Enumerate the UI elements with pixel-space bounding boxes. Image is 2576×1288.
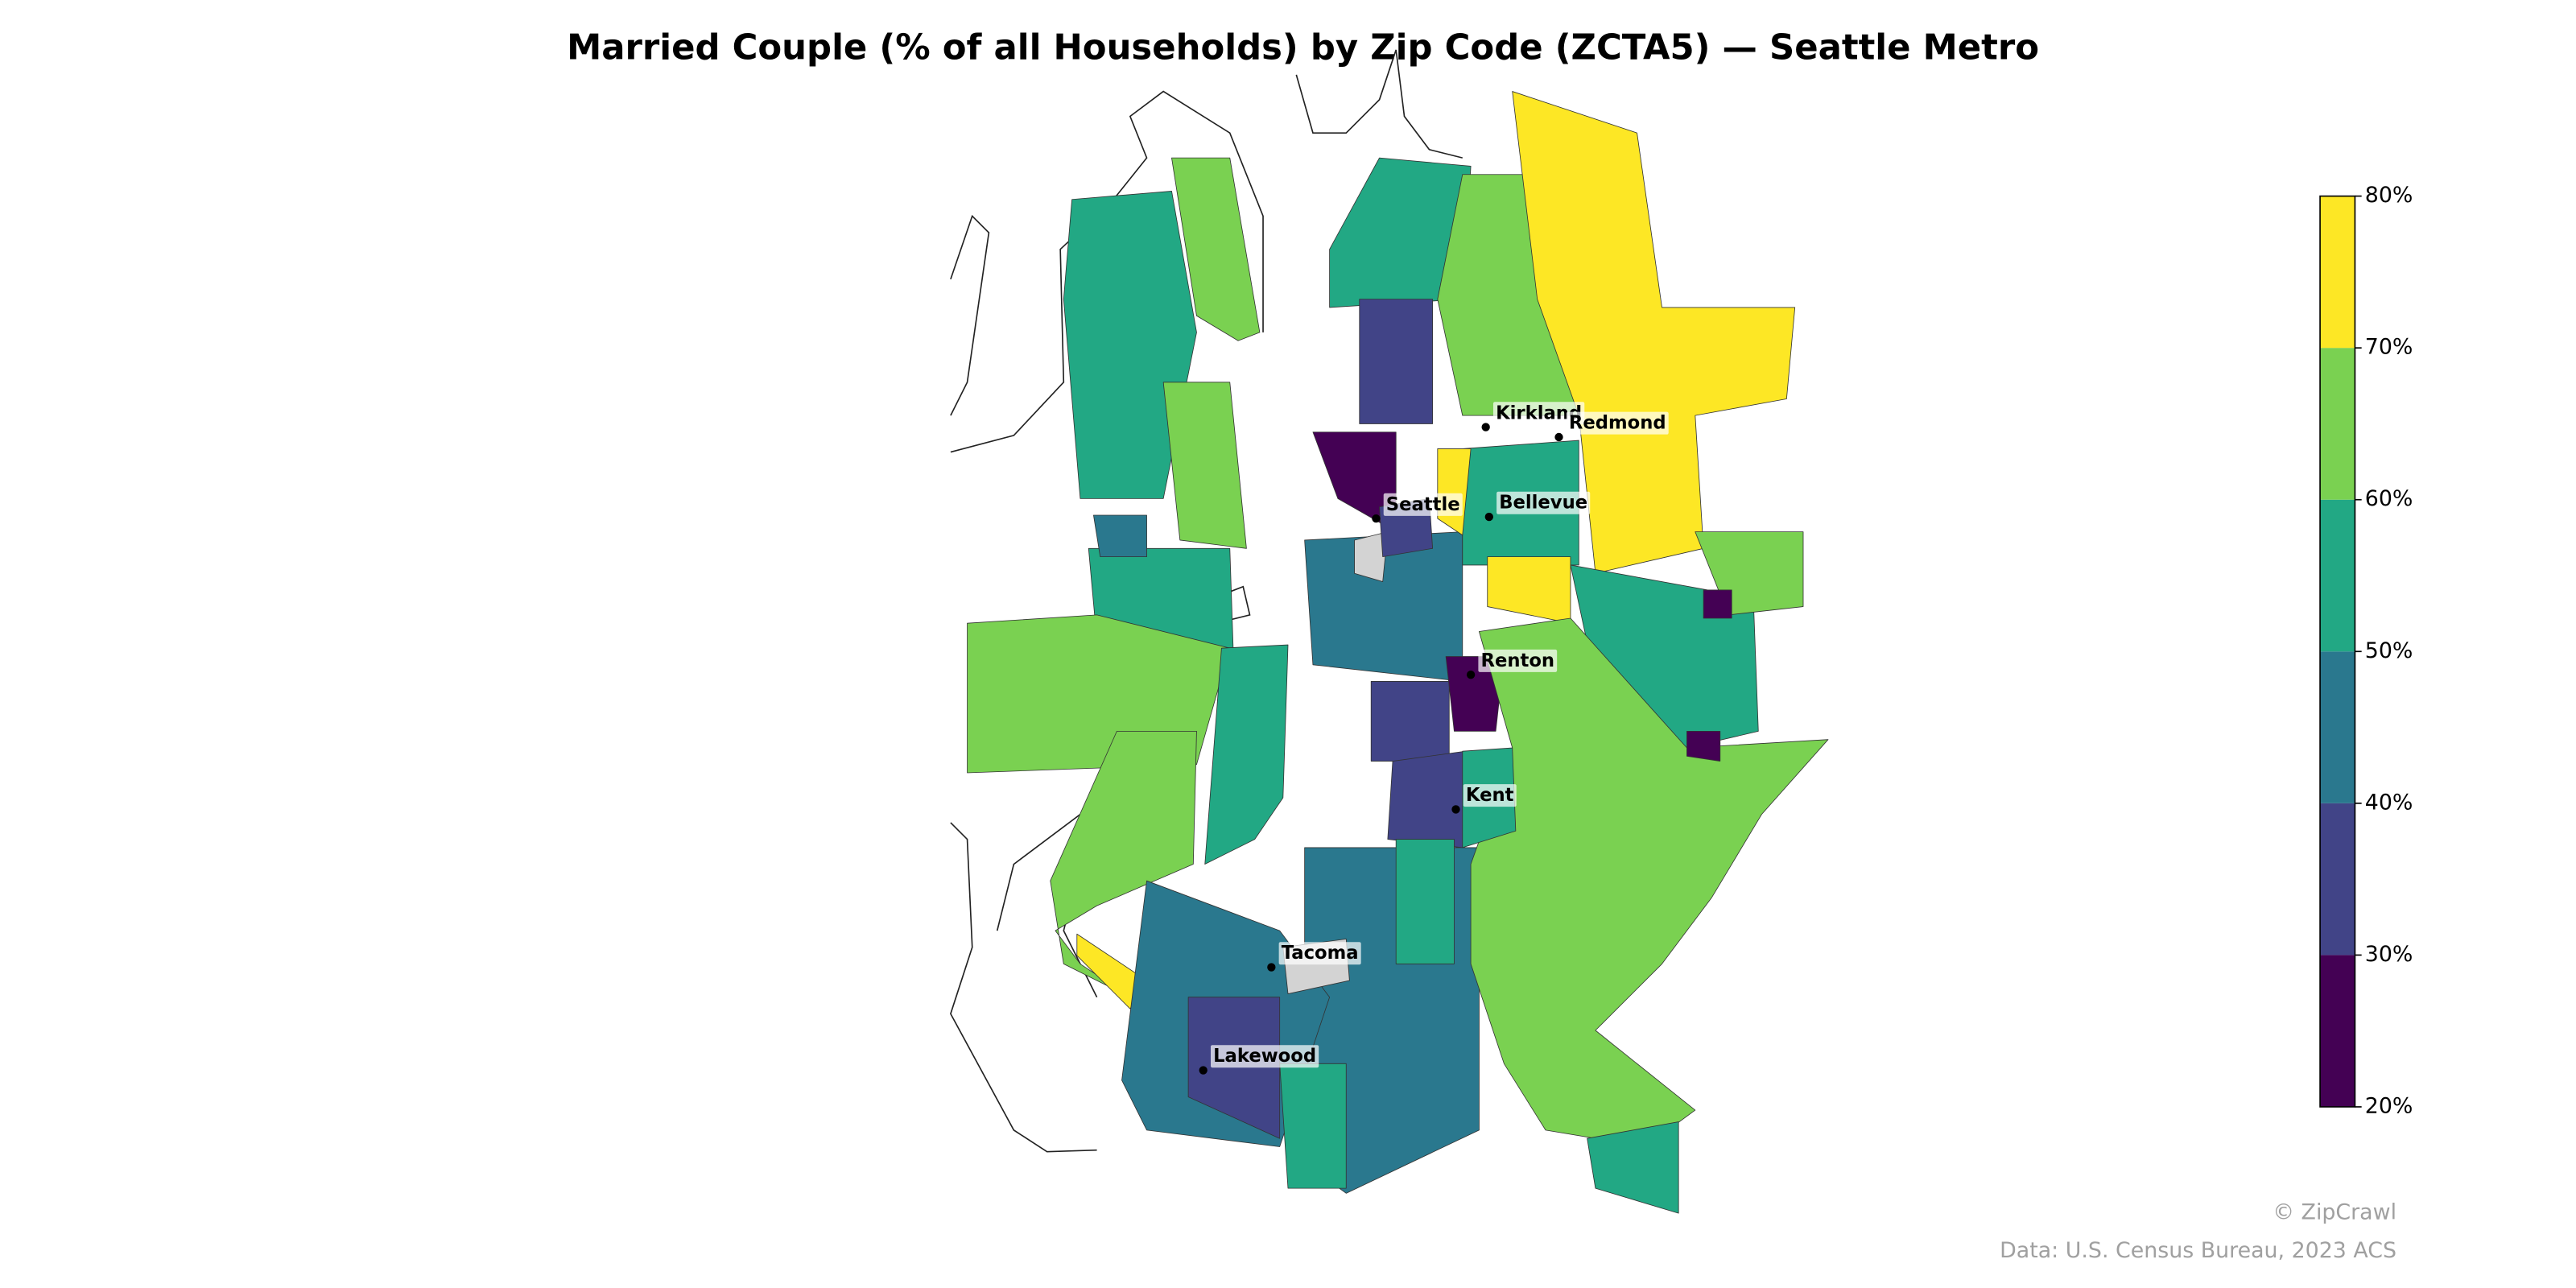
coastline [950,90,1264,453]
city-label: Kent [1466,785,1514,806]
city-label-bg [1492,402,1585,425]
city-label: Tacoma [1282,943,1359,964]
zip-region [1354,531,1389,582]
city-label-bg [1278,942,1361,965]
zip-region [1204,644,1289,865]
colorbar-segment [2320,955,2355,1107]
city-label-bg [1566,411,1669,435]
city-dot [1554,432,1563,442]
city-dot [1199,1066,1208,1075]
zip-region [1063,191,1197,499]
colorbar-tick-label: 80% [2365,183,2413,208]
colorbar-tick-label: 30% [2365,942,2413,967]
city-label: Lakewood [1213,1046,1316,1067]
coastline [950,214,990,416]
city-label-bg [1210,1045,1319,1068]
zip-region [1703,589,1732,619]
zip-region [1470,617,1829,1147]
colorbar: 20% 30% 40% 50% 60% 70% 80% [2319,183,2413,1118]
city-label-bg [1383,493,1463,516]
regions [967,91,1829,1214]
credit: © ZipCrawl [2273,1200,2396,1225]
credit: Data: U.S. Census Bureau, 2023 ACS [2000,1238,2396,1263]
city-label: Seattle [1386,494,1460,515]
city-label-bg [1496,491,1591,514]
zip-region [1487,556,1571,624]
city-dot [1484,512,1493,522]
city-dot [1372,514,1381,523]
city-dot [1481,423,1490,431]
zip-region [1359,299,1434,424]
colorbar-segment [2320,803,2355,956]
city-dot [1451,805,1460,814]
zip-region [1076,933,1147,1009]
coastline [1295,49,1463,159]
zip-region [1587,1121,1679,1214]
zip-region [1395,839,1455,964]
coastline [950,822,1097,1153]
city-label: Bellevue [1499,493,1587,514]
zip-region [1387,750,1467,848]
city-label-bg [1478,649,1558,672]
zip-region [1686,730,1721,762]
city-label: Renton [1480,650,1554,671]
zip-region [1171,157,1261,341]
zip-region [1050,730,1197,998]
colorbar-tick-label: 60% [2365,486,2413,511]
zip-region [1512,91,1796,574]
zip-region [1279,1063,1347,1189]
city-label-bg [1463,784,1517,807]
zip-region [1093,514,1147,558]
colorbar-tick-label: 40% [2365,790,2413,815]
zip-region [1187,997,1281,1139]
city-markers: SeattleKirklandRedmondBellevueRentonKent… [1199,402,1669,1075]
colorbar-segment [2320,348,2355,500]
colorbar-segment [2320,651,2355,803]
map-title: Married Couple (% of all Households) by … [567,27,2039,68]
colorbar-segment [2320,499,2355,652]
colorbar-segment [2320,196,2355,349]
city-dot [1267,963,1276,972]
colorbar-tick-label: 20% [2365,1093,2413,1118]
city-dot [1466,671,1476,679]
colorbar-tick-label: 70% [2365,335,2413,360]
city-label: Redmond [1569,413,1666,434]
zip-region [1370,681,1450,762]
zip-region [1162,382,1247,549]
colorbar-tick-label: 50% [2365,638,2413,663]
